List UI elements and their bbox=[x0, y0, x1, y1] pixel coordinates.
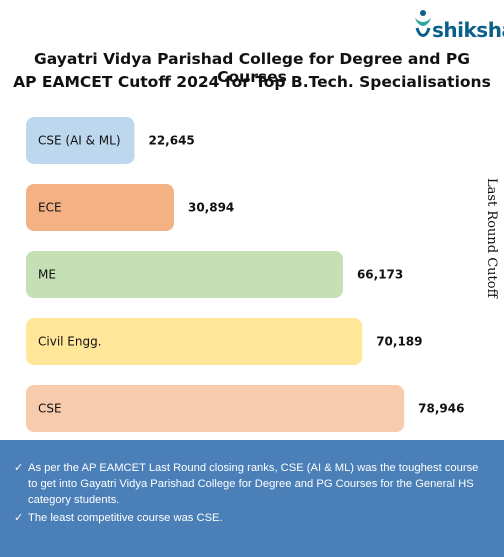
brand-name: shiksha bbox=[432, 18, 504, 42]
note-text: As per the AP EAMCET Last Round closing … bbox=[28, 462, 479, 506]
check-icon: ✓ bbox=[14, 462, 24, 474]
check-icon: ✓ bbox=[14, 512, 24, 524]
bar-value-label: 30,894 bbox=[188, 201, 234, 215]
shiksha-logo: shiksha bbox=[412, 8, 504, 42]
bar-value-label: 70,189 bbox=[376, 335, 422, 349]
bar-chart: CSE (AI & ML) 22,645 ECE 30,894 ME 66,173 Civi… bbox=[26, 117, 464, 432]
bar-category-label: ME bbox=[38, 268, 56, 282]
bar-value-label: 66,173 bbox=[357, 268, 403, 282]
note-item: ✓ As per the AP EAMCET Last Round closin… bbox=[14, 460, 490, 508]
bar-value-label: 78,946 bbox=[418, 402, 464, 416]
note-item: ✓ The least competitive course was CSE. bbox=[14, 510, 490, 526]
notes-panel: ✓ As per the AP EAMCET Last Round closin… bbox=[0, 440, 504, 557]
bar-category-label: Civil Engg. bbox=[38, 335, 102, 349]
chart-subtitle: AP EAMCET Cutoff 2024 for Top B.Tech. Sp… bbox=[13, 73, 491, 91]
bar-2 bbox=[26, 251, 343, 298]
bar-1 bbox=[26, 184, 174, 231]
bar-category-label: CSE bbox=[38, 402, 62, 416]
chart-title: Gayatri Vidya Parishad College for Degre… bbox=[34, 50, 470, 86]
note-text: The least competitive course was CSE. bbox=[28, 512, 223, 524]
bar-value-label: 22,645 bbox=[148, 134, 194, 148]
bar-3 bbox=[26, 318, 363, 365]
bar-category-label: ECE bbox=[38, 201, 62, 215]
y-axis-label: Last Round Cutoff bbox=[484, 178, 499, 298]
shiksha-logo-icon bbox=[415, 10, 431, 37]
bar-0 bbox=[26, 117, 135, 164]
bar-4 bbox=[26, 385, 405, 432]
bar-category-label: CSE (AI & ML) bbox=[38, 134, 121, 148]
